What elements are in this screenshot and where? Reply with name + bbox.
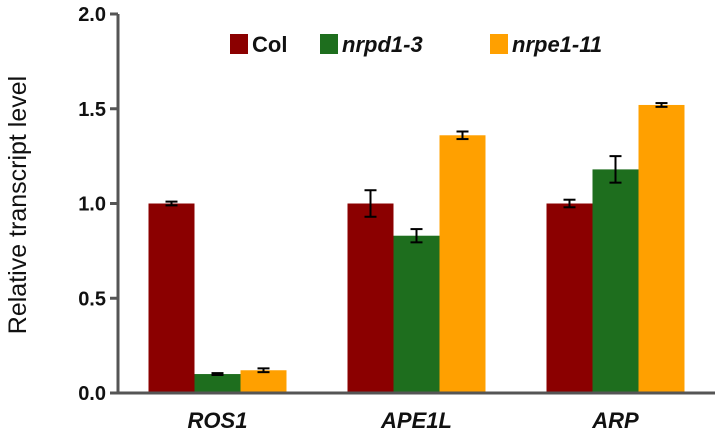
bar-ape1l-nrpd1-3 xyxy=(393,235,440,393)
bar-arp-col xyxy=(546,203,593,393)
error-bar-ros1-col xyxy=(165,200,178,207)
bar-ros1-nrpe1-11 xyxy=(240,370,287,393)
x-tick-label-ros1: ROS1 xyxy=(188,408,248,433)
x-tick-label-arp: ARP xyxy=(591,408,639,433)
x-tick-label-ape1l: APE1L xyxy=(380,408,452,433)
legend-label-col: Col xyxy=(252,32,287,57)
legend-swatch-nrpe1-11 xyxy=(490,34,508,54)
error-bar-ros1-nrpd1-3 xyxy=(211,372,224,376)
error-bar-ape1l-nrpd1-3 xyxy=(410,228,423,244)
legend-label-nrpe1-11: nrpe1-11 xyxy=(512,32,602,57)
y-tick-label-1.0: 1.0 xyxy=(78,194,106,216)
bar-arp-nrpd1-3 xyxy=(592,169,639,393)
legend-item-nrpe1-11: nrpe1-11 xyxy=(490,32,602,57)
y-tick-label-0.5: 0.5 xyxy=(78,288,106,310)
y-tick-label-0.0: 0.0 xyxy=(78,383,106,405)
bar-arp-nrpe1-11 xyxy=(638,104,685,394)
legend-item-nrpd1-3: nrpd1-3 xyxy=(320,32,423,57)
plot-area: ROS1 APE1L ARP 0.0 0.5 1.0 1.5 2.0 xyxy=(78,4,715,433)
bar-ape1l-nrpe1-11 xyxy=(439,135,486,393)
bar-ape1l-col xyxy=(347,203,394,393)
legend: Col nrpd1-3 nrpe1-11 xyxy=(230,32,602,57)
legend-swatch-nrpd1-3 xyxy=(320,34,338,54)
bar-ros1-col xyxy=(148,203,195,393)
y-tick-label-1.5: 1.5 xyxy=(78,99,106,121)
error-bar-arp-nrpd1-3 xyxy=(609,155,622,184)
y-axis-label: Relative transcript level xyxy=(4,76,32,334)
error-bar-ape1l-nrpe1-11 xyxy=(456,130,469,141)
y-tick-label-2.0: 2.0 xyxy=(78,4,106,26)
error-bar-arp-nrpe1-11 xyxy=(655,102,668,108)
legend-label-nrpd1-3: nrpd1-3 xyxy=(342,32,423,57)
legend-item-col: Col xyxy=(230,32,287,57)
legend-swatch-col xyxy=(230,34,248,54)
error-bar-ros1-nrpe1-11 xyxy=(257,367,270,374)
error-bar-ape1l-col xyxy=(364,189,377,218)
bar-ros1-nrpd1-3 xyxy=(194,374,241,393)
error-bar-arp-col xyxy=(563,198,576,209)
